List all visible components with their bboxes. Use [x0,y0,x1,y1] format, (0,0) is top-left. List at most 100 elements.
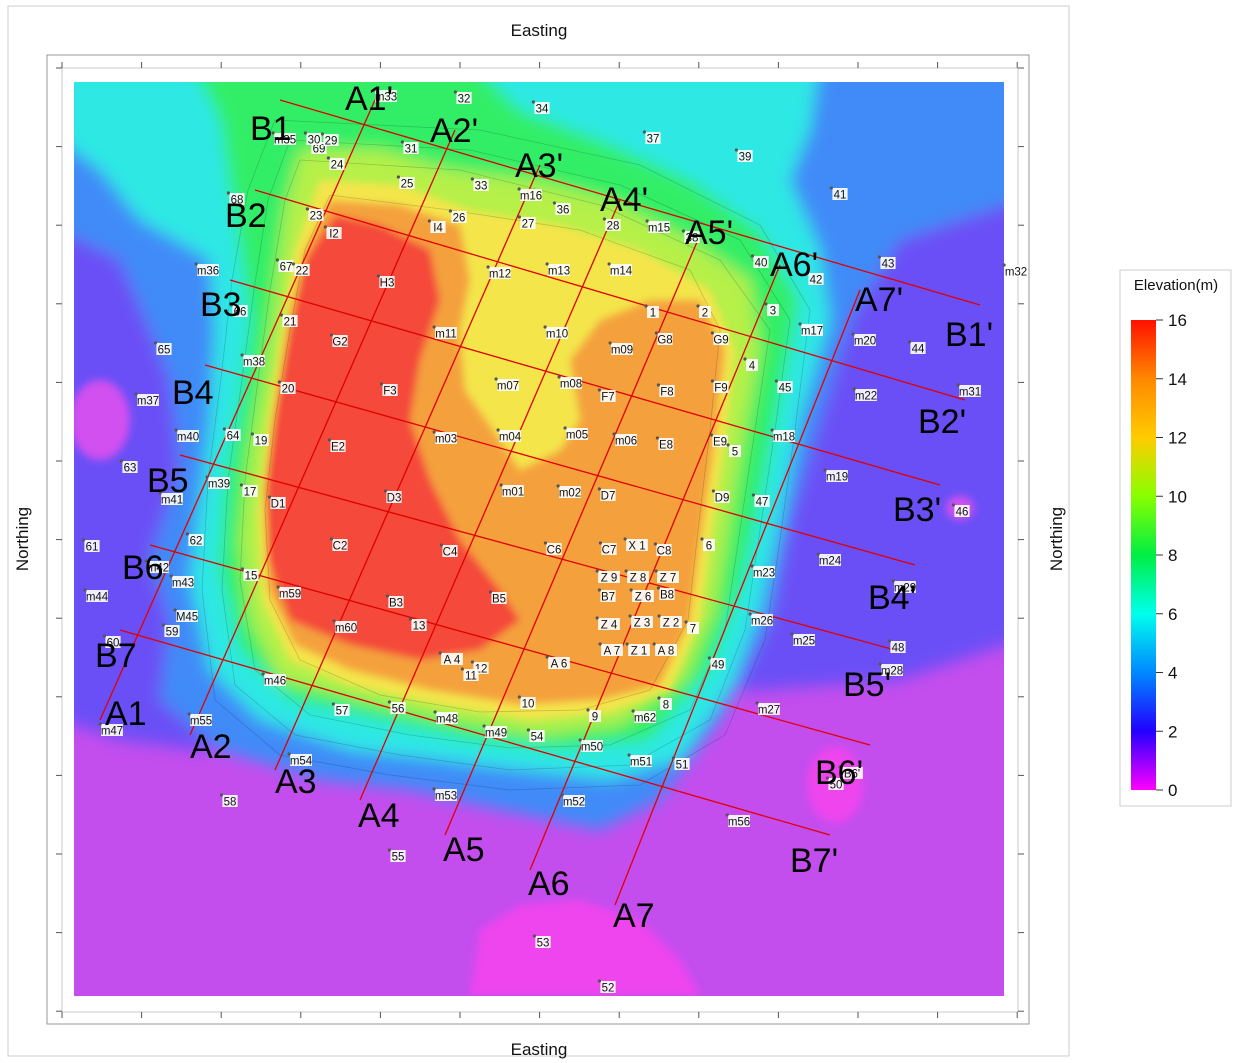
point-label-bg [86,590,108,602]
point-label: 2 [702,308,708,320]
survey-point: m36 [194,262,219,278]
point-label-bg [566,428,588,440]
point-label: 59 [166,627,179,639]
point-marker [655,436,660,440]
section-line-a3 [274,164,541,771]
point-label: m12 [489,269,511,281]
survey-point: 53 [532,934,551,950]
section-label-b3-prime: B3' [893,491,941,529]
point-label: m14 [610,266,633,278]
point-label: 23 [310,211,323,223]
point-label-bg [441,653,463,665]
section-line-a1 [99,99,376,721]
survey-point: 47 [751,493,770,509]
point-marker [560,793,564,797]
point-label: 42 [810,275,823,287]
point-label: 41 [834,190,847,202]
point-label: 40 [755,258,768,270]
survey-point: 1 [644,304,659,320]
section-label-b4: B4 [172,374,214,412]
point-marker [372,88,376,92]
point-label: m31 [959,387,981,399]
survey-point: m05 [563,426,588,442]
point-marker [303,131,307,135]
legend-tick-label: 16 [1168,311,1187,330]
point-label-bg [841,767,863,779]
section-label-b5: B5 [147,462,189,500]
point-label-bg [600,489,616,501]
point-label: m32 [1005,267,1027,279]
survey-point: Z 9 [595,569,620,585]
survey-points: m33 3234373941m324344m20m17424038m152836m… [81,88,1027,995]
point-label: m09 [611,345,633,357]
point-label-bg [442,545,458,557]
point-marker [631,709,635,713]
point-label-bg [660,698,672,710]
point-label: 39 [739,152,752,164]
survey-point: C4 [439,543,458,559]
survey-point: 62 [185,532,204,548]
point-marker [205,475,209,479]
point-label: m26 [751,616,773,628]
point-marker [852,387,856,391]
point-marker [829,186,834,190]
point-label: m47 [101,726,123,738]
point-label-bg [546,543,562,555]
point-label: m24 [819,556,842,568]
survey-point: 41 [829,186,848,202]
point-label: m29 [894,583,916,595]
survey-point: m06 [612,432,637,448]
point-label-bg [959,385,981,397]
point-label: 47 [756,497,769,509]
survey-point: B3 [385,594,404,610]
point-marker [291,262,295,266]
point-label: m56 [728,817,750,829]
point-marker [597,588,602,592]
point-label-bg [647,306,659,318]
survey-point: 58 [219,793,238,809]
survey-point: m37 [134,392,159,408]
survey-point: m24 [816,552,842,568]
survey-point: 26 [448,209,467,225]
survey-point: D3 [383,489,402,505]
point-label-bg [601,644,623,656]
section-label-b4-prime: B4' [868,579,916,617]
point-label: 29 [325,136,338,148]
point-label-bg [242,485,258,497]
point-label-bg [548,264,570,276]
point-label-bg [330,440,346,452]
point-marker [226,191,230,195]
point-marker [798,322,802,326]
survey-point: m46 [261,672,286,688]
survey-point: F3 [379,382,398,398]
point-label-bg [710,658,726,670]
section-line-a6 [529,264,781,871]
point-label: m41 [161,495,183,507]
point-marker [770,428,774,432]
section-label-a5: A5 [443,831,485,869]
point-label-bg [101,724,123,736]
point-marker [517,695,522,699]
point-label-bg [713,333,729,345]
point-label: 65 [158,345,171,357]
point-marker [267,495,271,499]
survey-point: Z 7 [654,569,679,585]
survey-point: m56 [725,813,750,829]
survey-point: 44 [907,340,926,356]
survey-point: m43 [169,574,194,590]
point-label: F9 [714,383,727,395]
point-label-bg [758,703,780,715]
survey-point: m16 [517,187,542,203]
point-marker [517,187,521,191]
point-label-bg [600,390,616,402]
elevation-legend: Elevation(m) 16 14 12 10 8 6 4 2 0 [1119,269,1232,807]
point-marker [229,303,233,307]
point-label-bg [306,133,322,145]
point-label-bg [659,385,675,397]
section-label-b3: B3 [200,286,242,324]
section-lines [99,99,981,906]
point-label: 51 [676,760,689,772]
point-label: Z 6 [635,592,652,604]
point-label-bg [601,543,617,555]
section-label-a3: A3 [275,763,317,801]
